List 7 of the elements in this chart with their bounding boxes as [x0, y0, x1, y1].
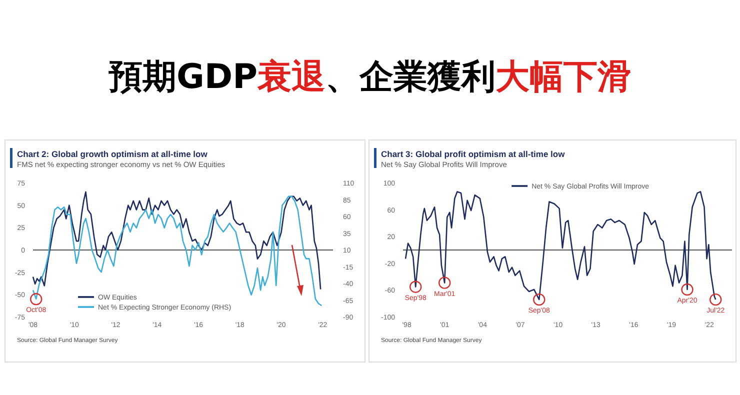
category-label: 、企業獲利	[326, 57, 496, 97]
chart-title: Chart 2: Global growth optimism at all-time low	[17, 149, 208, 159]
category-label: 大幅下滑	[496, 57, 632, 97]
line-series	[32, 191, 322, 290]
chart-title: Chart 3: Global profit optimism at all-time low	[381, 149, 566, 159]
category-label: 預期GDP	[108, 57, 258, 97]
category-label: 衰退	[256, 57, 326, 97]
